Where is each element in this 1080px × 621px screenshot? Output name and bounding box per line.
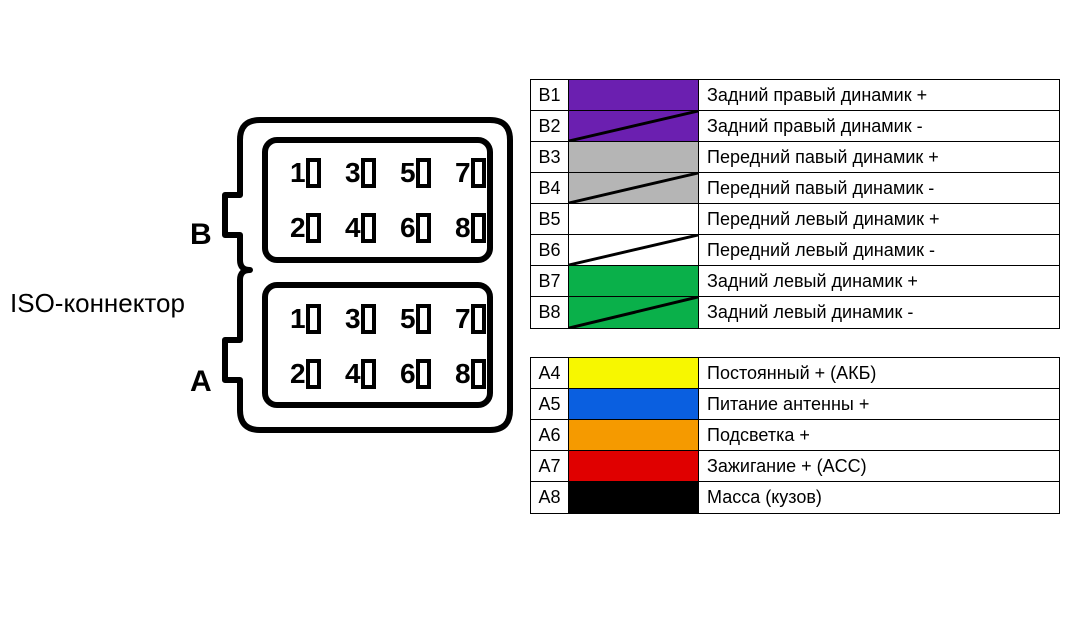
pin-slot	[363, 361, 374, 387]
pin-slot	[473, 215, 484, 241]
pin-slot	[308, 306, 319, 332]
pin-slot	[363, 306, 374, 332]
legend-swatch	[569, 142, 699, 173]
legend-group-b: B1 Задний правый динамик + B2 Задний правый…	[530, 79, 1060, 329]
pin-number: 5	[400, 157, 416, 188]
legend-row: B5 Передний левый динамик +	[531, 204, 1059, 235]
legend-swatch	[569, 80, 699, 111]
legend-id: A6	[531, 420, 569, 451]
legend-row: B7 Задний левый динамик +	[531, 266, 1059, 297]
pin-slot	[308, 361, 319, 387]
legend-id: A4	[531, 358, 569, 389]
pin-slot	[418, 215, 429, 241]
legend-panel: B1 Задний правый динамик + B2 Задний правый…	[530, 79, 1080, 542]
legend-id: A7	[531, 451, 569, 482]
pin-number: 2	[290, 212, 306, 243]
legend-id: B5	[531, 204, 569, 235]
legend-id: A5	[531, 389, 569, 420]
page-container: ISO-коннектор B A 13572468 13572468	[0, 0, 1080, 621]
legend-row: A5 Питание антенны +	[531, 389, 1059, 420]
legend-desc: Задний левый динамик +	[699, 266, 1059, 297]
legend-id: B2	[531, 111, 569, 142]
pin-number: 3	[345, 303, 361, 334]
pin-number: 2	[290, 358, 306, 389]
legend-swatch	[569, 482, 699, 513]
pin-number: 1	[290, 157, 306, 188]
pin-slot	[418, 361, 429, 387]
legend-desc: Питание антенны +	[699, 389, 1059, 420]
pin-slot	[308, 215, 319, 241]
pin-number: 8	[455, 212, 471, 243]
legend-swatch	[569, 297, 699, 328]
legend-row: A8 Масса (кузов)	[531, 482, 1059, 513]
pin-number: 5	[400, 303, 416, 334]
legend-row: B8 Задний левый динамик -	[531, 297, 1059, 328]
legend-id: B1	[531, 80, 569, 111]
legend-desc: Масса (кузов)	[699, 482, 1059, 513]
legend-row: B4 Передний павый динамик -	[531, 173, 1059, 204]
pin-slot	[418, 160, 429, 186]
legend-swatch	[569, 266, 699, 297]
pin-slot	[308, 160, 319, 186]
legend-swatch	[569, 111, 699, 142]
legend-id: B3	[531, 142, 569, 173]
pin-slot	[363, 215, 374, 241]
pin-slot	[473, 361, 484, 387]
pin-number: 6	[400, 358, 416, 389]
legend-desc: Задний левый динамик -	[699, 297, 1059, 328]
legend-desc: Зажигание + (ACC)	[699, 451, 1059, 482]
legend-desc: Задний правый динамик -	[699, 111, 1059, 142]
legend-desc: Передний левый динамик -	[699, 235, 1059, 266]
legend-tables: B1 Задний правый динамик + B2 Задний правый…	[530, 79, 1060, 514]
legend-swatch	[569, 204, 699, 235]
pin-slot	[418, 306, 429, 332]
connector-diagram: 1 3 5 7 2 4 6 8 1 3 5 7 2 4 6 8	[50, 110, 520, 445]
legend-desc: Постоянный + (АКБ)	[699, 358, 1059, 389]
legend-swatch	[569, 235, 699, 266]
legend-desc: Подсветка +	[699, 420, 1059, 451]
pin-number: 7	[455, 157, 471, 188]
pin-slot	[473, 306, 484, 332]
legend-id: B6	[531, 235, 569, 266]
pin-number: 6	[400, 212, 416, 243]
legend-swatch	[569, 420, 699, 451]
pin-number: 8	[455, 358, 471, 389]
legend-swatch	[569, 358, 699, 389]
legend-row: B1 Задний правый динамик +	[531, 80, 1059, 111]
legend-group-a: A4Постоянный + (АКБ)A5Питание антенны +A…	[530, 357, 1060, 514]
legend-desc: Передний павый динамик -	[699, 173, 1059, 204]
pin-number: 4	[345, 358, 361, 389]
legend-id: B7	[531, 266, 569, 297]
pin-slot	[363, 160, 374, 186]
connector-panel: ISO-коннектор B A 13572468 13572468	[0, 0, 530, 621]
legend-swatch	[569, 451, 699, 482]
legend-row: B6 Передний левый динамик -	[531, 235, 1059, 266]
pin-number: 1	[290, 303, 306, 334]
legend-desc: Передний павый динамик +	[699, 142, 1059, 173]
pin-number: 3	[345, 157, 361, 188]
legend-row: A7 Зажигание + (ACC)	[531, 451, 1059, 482]
legend-desc: Задний правый динамик +	[699, 80, 1059, 111]
legend-id: A8	[531, 482, 569, 513]
pin-slot	[473, 160, 484, 186]
legend-id: B8	[531, 297, 569, 328]
pin-number: 4	[345, 212, 361, 243]
legend-id: B4	[531, 173, 569, 204]
legend-swatch	[569, 173, 699, 204]
legend-swatch	[569, 389, 699, 420]
legend-desc: Передний левый динамик +	[699, 204, 1059, 235]
legend-row: A4 Постоянный + (АКБ)	[531, 358, 1059, 389]
legend-row: B2 Задний правый динамик -	[531, 111, 1059, 142]
pin-number: 7	[455, 303, 471, 334]
legend-row: B3 Передний павый динамик +	[531, 142, 1059, 173]
legend-row: A6 Подсветка +	[531, 420, 1059, 451]
